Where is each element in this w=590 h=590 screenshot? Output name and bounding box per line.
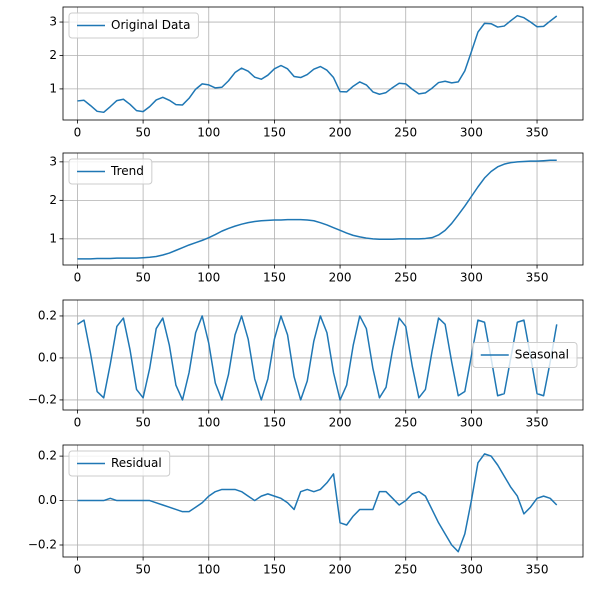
x-tick-label: 0 xyxy=(74,416,82,430)
x-tick-label: 200 xyxy=(329,563,352,577)
y-tick-label: 2 xyxy=(49,193,57,207)
x-tick-label: 50 xyxy=(135,563,150,577)
x-tick-label: 50 xyxy=(135,416,150,430)
legend: Trend xyxy=(68,158,153,185)
legend-label: Original Data xyxy=(111,18,190,32)
x-tick-label: 250 xyxy=(394,271,417,285)
x-tick-label: 150 xyxy=(263,126,286,140)
x-tick-label: 300 xyxy=(460,126,483,140)
legend-box xyxy=(68,450,171,477)
x-tick-label: 0 xyxy=(74,271,82,285)
legend-box xyxy=(68,12,199,39)
x-tick-label: 50 xyxy=(135,126,150,140)
x-tick-label: 300 xyxy=(460,563,483,577)
x-tick-label: 350 xyxy=(526,563,549,577)
x-tick-label: 100 xyxy=(197,126,220,140)
axes-frame xyxy=(62,444,584,558)
x-tick-label: 0 xyxy=(74,126,82,140)
x-tick-label: 250 xyxy=(394,563,417,577)
y-tick-label: 3 xyxy=(49,15,57,29)
x-tick-label: 300 xyxy=(460,416,483,430)
y-tick-label: 1 xyxy=(49,231,57,245)
x-tick-label: 250 xyxy=(394,416,417,430)
y-tick-label: 1 xyxy=(49,81,57,95)
y-tick-label: 2 xyxy=(49,48,57,62)
legend: Original Data xyxy=(68,12,199,39)
x-tick-label: 350 xyxy=(526,126,549,140)
data-line xyxy=(77,159,557,260)
x-tick-label: 200 xyxy=(329,271,352,285)
x-tick-label: 0 xyxy=(74,563,82,577)
y-tick-label: 3 xyxy=(49,154,57,168)
x-tick-label: 100 xyxy=(197,271,220,285)
y-tick-label: 0.0 xyxy=(38,493,57,507)
axes-frame xyxy=(62,299,584,411)
data-line xyxy=(77,315,558,401)
x-tick-label: 250 xyxy=(394,126,417,140)
x-tick-label: 150 xyxy=(263,563,286,577)
y-tick-label: 0.2 xyxy=(38,308,57,322)
x-tick-label: 200 xyxy=(329,126,352,140)
legend-label: Trend xyxy=(110,164,144,178)
x-tick-label: 100 xyxy=(197,416,220,430)
axes-frame xyxy=(62,152,584,266)
legend: Residual xyxy=(68,450,171,477)
x-tick-label: 100 xyxy=(197,563,220,577)
x-tick-label: 350 xyxy=(526,271,549,285)
axes-frame xyxy=(62,6,584,121)
legend-box xyxy=(472,342,578,368)
y-tick-label: 0.0 xyxy=(38,350,57,364)
x-tick-label: 200 xyxy=(329,416,352,430)
x-tick-label: 150 xyxy=(263,271,286,285)
x-tick-label: 150 xyxy=(263,416,286,430)
x-tick-label: 350 xyxy=(526,416,549,430)
y-tick-label: −0.2 xyxy=(28,538,57,552)
y-tick-label: 0.2 xyxy=(38,449,57,463)
x-tick-label: 50 xyxy=(135,271,150,285)
legend-box xyxy=(68,158,153,185)
legend-label: Seasonal xyxy=(515,348,569,362)
x-tick-label: 300 xyxy=(460,271,483,285)
y-tick-label: −0.2 xyxy=(28,392,57,406)
data-line xyxy=(77,453,558,553)
data-line xyxy=(77,14,558,114)
legend-label: Residual xyxy=(111,456,162,470)
legend: Seasonal xyxy=(472,342,578,368)
